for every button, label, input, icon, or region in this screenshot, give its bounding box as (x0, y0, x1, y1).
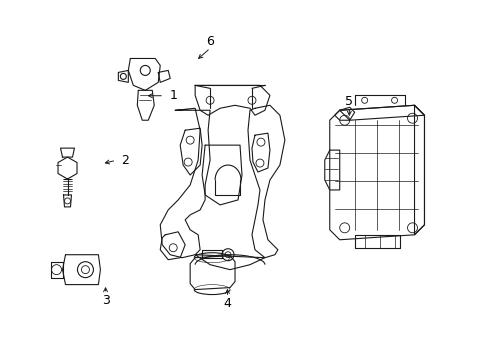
Text: 2: 2 (121, 154, 129, 167)
Text: 4: 4 (223, 297, 231, 310)
Text: 3: 3 (102, 294, 109, 307)
Text: 6: 6 (206, 35, 214, 49)
Text: 5: 5 (345, 95, 353, 108)
Text: 1: 1 (169, 89, 177, 102)
